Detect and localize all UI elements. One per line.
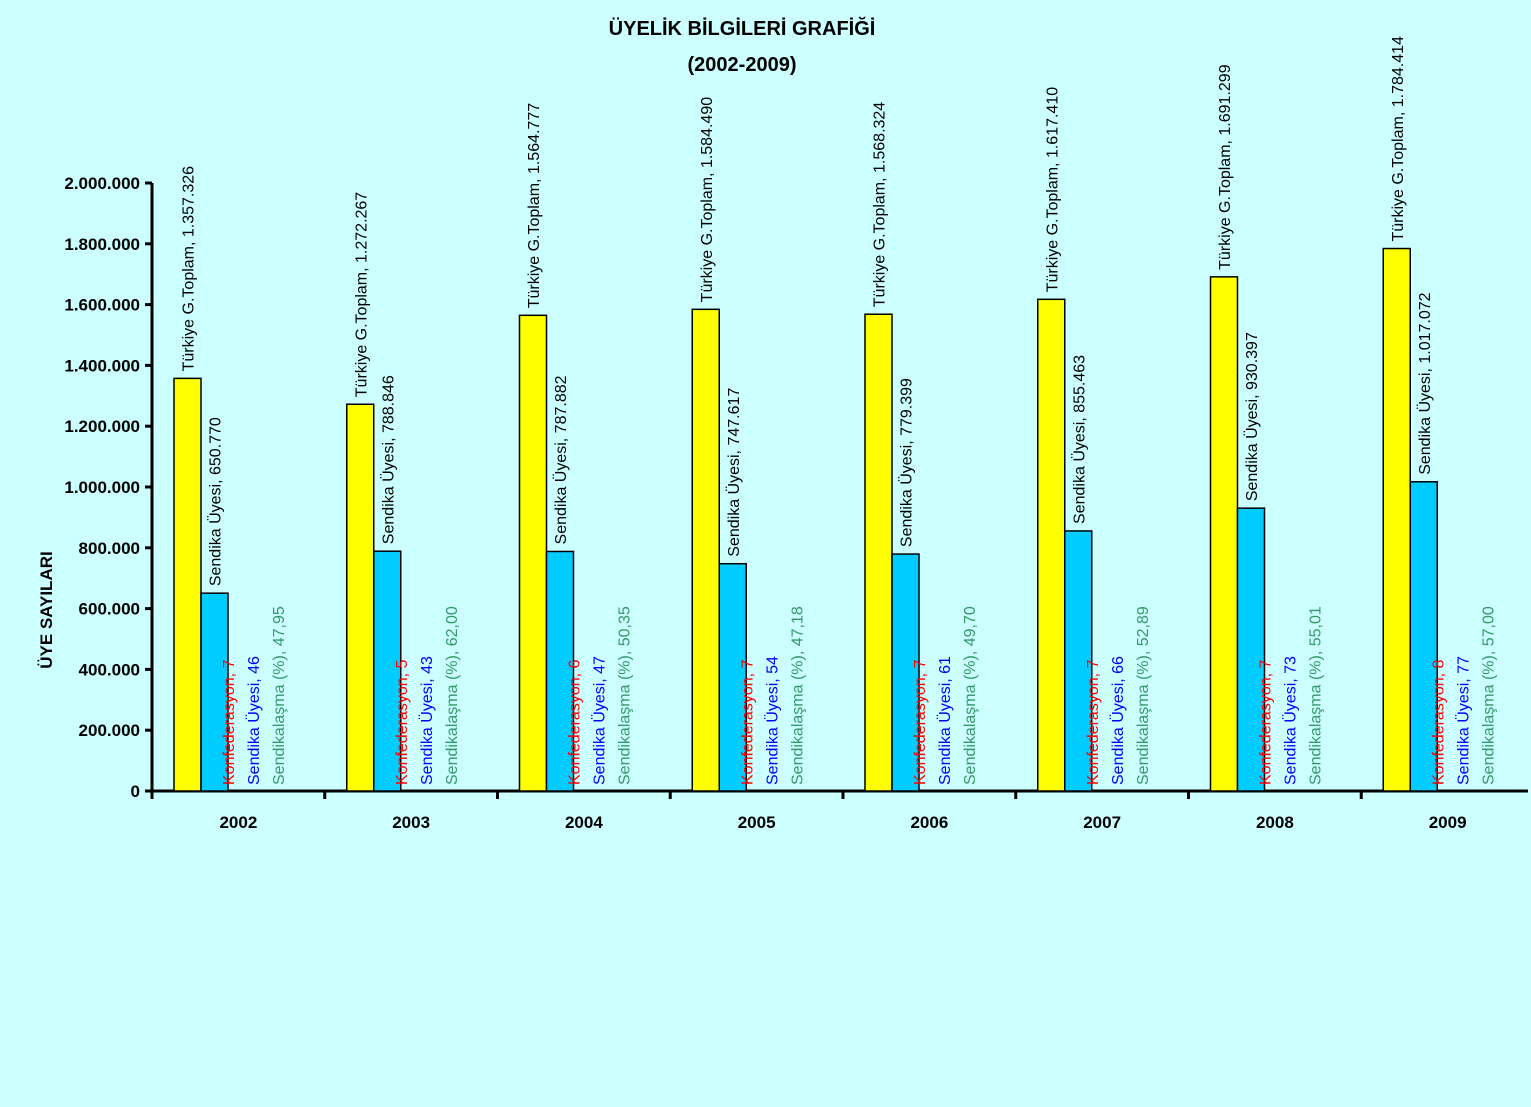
x-category-label: 2005 xyxy=(738,813,776,832)
y-tick-label: 1.600.000 xyxy=(64,296,140,315)
bar-member xyxy=(1064,530,1093,792)
bar-total xyxy=(1037,298,1066,792)
chart-title: ÜYELİK BİLGİLERİ GRAFİĞİ xyxy=(609,16,876,40)
y-tick-label: 2.000.000 xyxy=(64,174,140,193)
x-category-label: 2002 xyxy=(219,813,257,832)
y-tick-label: 1.200.000 xyxy=(64,417,140,436)
data-label-total: Türkiye G.Toplam, 1.568.324 xyxy=(872,102,889,308)
x-category-label: 2009 xyxy=(1429,813,1467,832)
y-tick-label: 800.000 xyxy=(79,539,140,558)
y-axis-title: ÜYE SAYILARI xyxy=(37,551,56,668)
data-label-sendika-count: Sendika Üyesi, 61 xyxy=(936,656,954,785)
bar-member xyxy=(373,550,402,792)
bar-total xyxy=(691,308,720,792)
bar-total xyxy=(173,377,202,792)
data-label-sendika-count: Sendika Üyesi, 46 xyxy=(245,656,263,785)
data-labels: Türkiye G.Toplam, 1.357.326 Sendika Üyesi… xyxy=(181,36,1498,785)
x-category-label: 2003 xyxy=(392,813,430,832)
data-label-sendikalasma: Sendikalaşma (%), 47,95 xyxy=(271,606,288,785)
data-label-sendika-count: Sendika Üyesi, 73 xyxy=(1282,656,1300,785)
y-tick-label: 1.800.000 xyxy=(64,235,140,254)
data-label-member: Sendika Üyesi, 788.846 xyxy=(379,375,397,544)
data-label-member: Sendika Üyesi, 650.770 xyxy=(207,417,225,586)
data-label-sendikalasma: Sendikalaşma (%), 50,35 xyxy=(617,606,634,785)
x-category-label: 2004 xyxy=(565,813,603,832)
y-tick-label: 600.000 xyxy=(79,600,140,619)
y-tick-label: 1.000.000 xyxy=(64,478,140,497)
data-label-konfederasyon: Konfederasyon, 8 xyxy=(1430,659,1447,785)
data-label-member: Sendika Üyesi, 747.617 xyxy=(725,388,743,557)
x-category-label: 2008 xyxy=(1256,813,1294,832)
chart-subtitle: (2002-2009) xyxy=(688,54,797,76)
bar-member xyxy=(200,592,229,792)
y-tick-label: 0 xyxy=(131,782,140,801)
x-category-label: 2007 xyxy=(1083,813,1121,832)
data-label-sendika-count: Sendika Üyesi, 43 xyxy=(418,656,436,785)
data-label-member: Sendika Üyesi, 1.017.072 xyxy=(1416,292,1434,474)
data-label-sendikalasma: Sendikalaşma (%), 52,89 xyxy=(1135,606,1152,785)
data-label-total: Türkiye G.Toplam, 1.357.326 xyxy=(181,166,198,372)
y-axis: 0 200.000 400.000 600.000 800.000 1.000.000 1.… xyxy=(64,174,154,801)
bar-member xyxy=(545,550,575,792)
data-label-sendika-count: Sendika Üyesi, 77 xyxy=(1454,656,1472,785)
data-label-sendikalasma: Sendikalaşma (%), 47,18 xyxy=(789,606,806,785)
data-label-member: Sendika Üyesi, 930.397 xyxy=(1243,332,1261,501)
bar-total xyxy=(518,314,548,792)
data-label-member: Sendika Üyesi, 855.463 xyxy=(1070,355,1088,524)
data-label-total: Türkiye G.Toplam, 1.564.777 xyxy=(526,103,543,309)
data-label-sendikalasma: Sendikalaşma (%), 55,01 xyxy=(1308,606,1325,785)
data-label-total: Türkiye G.Toplam, 1.617.410 xyxy=(1044,87,1061,293)
data-label-konfederasyon: Konfederasyon, 5 xyxy=(394,659,411,785)
bar-member xyxy=(718,562,747,792)
bars xyxy=(173,247,1438,792)
bar-total xyxy=(1382,247,1411,792)
bar-member xyxy=(1236,507,1266,792)
bar-member xyxy=(1409,481,1438,792)
data-label-sendika-count: Sendika Üyesi, 66 xyxy=(1109,656,1127,785)
y-tick-label: 1.400.000 xyxy=(64,356,140,375)
data-label-total: Türkiye G.Toplam, 1.584.490 xyxy=(699,97,716,303)
data-label-member: Sendika Üyesi, 787.882 xyxy=(552,375,570,544)
x-category-label: 2006 xyxy=(910,813,948,832)
bar-total xyxy=(864,313,893,792)
bar-total xyxy=(346,403,375,792)
y-tick-label: 200.000 xyxy=(79,721,140,740)
bar-member xyxy=(891,553,920,792)
data-label-total: Türkiye G.Toplam, 1.272.267 xyxy=(353,192,370,398)
data-label-total: Türkiye G.Toplam, 1.784.414 xyxy=(1390,36,1407,242)
data-label-konfederasyon: Konfederasyon, 7 xyxy=(1085,659,1102,785)
data-label-sendikalasma: Sendikalaşma (%), 49,70 xyxy=(962,606,979,785)
bar-total xyxy=(1209,276,1239,792)
data-label-sendika-count: Sendika Üyesi, 54 xyxy=(763,656,781,785)
y-tick-label: 400.000 xyxy=(79,660,140,679)
data-label-total: Türkiye G.Toplam, 1.691.299 xyxy=(1217,64,1234,270)
data-label-sendika-count: Sendika Üyesi, 47 xyxy=(591,656,609,785)
data-label-konfederasyon: Konfederasyon, 7 xyxy=(739,659,756,785)
data-label-sendikalasma: Sendikalaşma (%), 57,00 xyxy=(1480,606,1497,785)
data-label-konfederasyon: Konfederasyon, 7 xyxy=(1258,659,1275,785)
data-label-konfederasyon: Konfederasyon, 6 xyxy=(567,659,584,785)
data-label-sendikalasma: Sendikalaşma (%), 62,00 xyxy=(444,606,461,785)
data-label-konfederasyon: Konfederasyon, 7 xyxy=(221,659,238,785)
data-label-member: Sendika Üyesi, 779.399 xyxy=(898,378,916,547)
data-label-konfederasyon: Konfederasyon, 7 xyxy=(912,659,929,785)
